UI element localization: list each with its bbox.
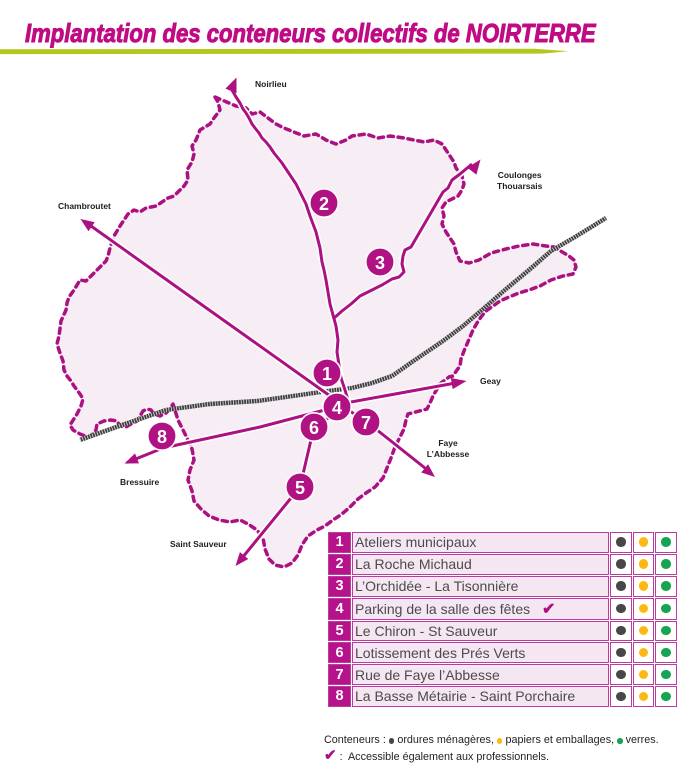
svg-text:1: 1 xyxy=(322,364,332,384)
svg-text:3: 3 xyxy=(375,253,385,273)
svg-text:4: 4 xyxy=(332,398,342,418)
svg-text:8: 8 xyxy=(157,427,167,447)
svg-text:2: 2 xyxy=(319,194,329,214)
svg-text:5: 5 xyxy=(295,478,305,498)
svg-text:6: 6 xyxy=(309,418,319,438)
svg-text:7: 7 xyxy=(361,413,371,433)
